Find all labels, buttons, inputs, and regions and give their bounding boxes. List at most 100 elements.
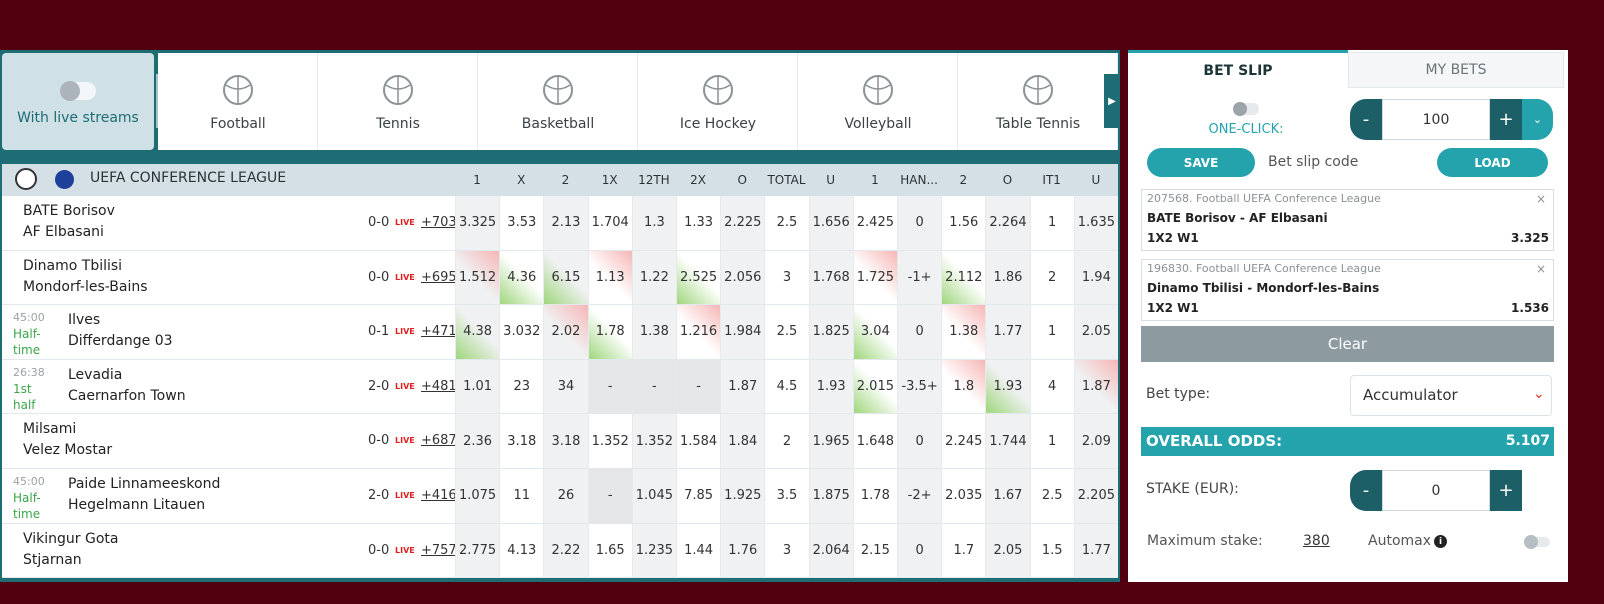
odds-cell[interactable]: 1.93 <box>985 359 1030 414</box>
more-markets[interactable]: +471 <box>421 324 457 340</box>
odds-cell[interactable]: 2 <box>764 414 809 468</box>
more-markets[interactable]: +687 <box>421 433 457 449</box>
odds-cell[interactable]: 1.38 <box>631 305 676 359</box>
more-markets[interactable]: +481 <box>421 378 457 394</box>
save-button[interactable]: SAVE <box>1147 148 1255 177</box>
odds-cell[interactable]: 1.93 <box>808 359 853 414</box>
odds-cell[interactable]: 2.056 <box>720 250 765 305</box>
odds-cell[interactable]: 0 <box>897 196 942 250</box>
odds-cell[interactable]: -1+ <box>897 250 942 305</box>
sport-tab[interactable] <box>158 53 318 150</box>
odds-cell[interactable]: 1.875 <box>808 469 853 523</box>
more-markets[interactable]: +757 <box>421 542 457 558</box>
odds-cell[interactable]: 1.512 <box>455 250 500 305</box>
odds-cell[interactable]: 1.648 <box>852 414 897 468</box>
odds-cell[interactable]: 0 <box>897 414 942 468</box>
odds-cell[interactable]: 1.825 <box>808 305 853 359</box>
tab-active[interactable]: BET SLIP <box>1128 50 1348 88</box>
odds-cell[interactable]: 2.05 <box>985 523 1030 578</box>
odds-cell[interactable]: 1.78 <box>852 469 897 523</box>
sport-tab[interactable] <box>638 53 798 150</box>
odds-cell[interactable]: 2.245 <box>941 414 986 468</box>
odds-cell[interactable]: 1.94 <box>1073 250 1118 305</box>
odds-cell[interactable]: 1.76 <box>720 523 765 578</box>
odds-cell[interactable]: 1.352 <box>631 414 676 468</box>
odds-cell[interactable]: 1.65 <box>587 523 632 578</box>
odds-cell[interactable]: - <box>587 359 632 414</box>
odds-cell[interactable]: 2.525 <box>676 250 721 305</box>
odds-cell[interactable]: 3.5 <box>764 469 809 523</box>
odds-cell[interactable]: 2.02 <box>543 305 588 359</box>
odds-cell[interactable]: 1.87 <box>1073 359 1118 414</box>
odds-cell[interactable]: 1.768 <box>808 250 853 305</box>
sport-tab[interactable] <box>478 53 638 150</box>
max-stake[interactable]: 380 <box>1303 533 1330 549</box>
stake-dropdown[interactable]: ⌄ <box>1522 99 1553 140</box>
odds-cell[interactable]: 4.38 <box>455 305 500 359</box>
odds-cell[interactable]: 3.325 <box>455 196 500 250</box>
minus-button[interactable]: - <box>1350 470 1382 511</box>
odds-cell[interactable]: 2.36 <box>455 414 500 468</box>
odds-cell[interactable]: 1.13 <box>587 250 632 305</box>
odds-cell[interactable]: 2.5 <box>764 305 809 359</box>
odds-cell[interactable]: 3.53 <box>499 196 544 250</box>
odds-cell[interactable]: 2.15 <box>852 523 897 578</box>
odds-cell[interactable]: 1.77 <box>985 305 1030 359</box>
odds-cell[interactable]: 1.44 <box>676 523 721 578</box>
odds-cell[interactable]: 6.15 <box>543 250 588 305</box>
minus-button[interactable]: - <box>1350 99 1382 140</box>
more-markets[interactable]: +703 <box>421 215 457 230</box>
bet-remove[interactable]: × <box>1536 192 1547 206</box>
odds-cell[interactable]: 34 <box>543 359 588 414</box>
odds-cell[interactable]: 1 <box>1029 196 1074 250</box>
odds-cell[interactable]: 1.584 <box>676 414 721 468</box>
code-input[interactable]: Bet slip code <box>1268 154 1359 170</box>
odds-cell[interactable]: 1.925 <box>720 469 765 523</box>
odds-cell[interactable]: 1.656 <box>808 196 853 250</box>
odds-cell[interactable]: 1.704 <box>587 196 632 250</box>
odds-cell[interactable]: 2.13 <box>543 196 588 250</box>
odds-cell[interactable]: 2.425 <box>852 196 897 250</box>
odds-cell[interactable]: 2 <box>1029 250 1074 305</box>
odds-cell[interactable]: 1.984 <box>720 305 765 359</box>
odds-cell[interactable]: 0 <box>897 523 942 578</box>
odds-cell[interactable]: 1.235 <box>631 523 676 578</box>
odds-cell[interactable]: -3.5+ <box>897 359 942 414</box>
clear-button[interactable]: Clear <box>1141 326 1554 362</box>
odds-cell[interactable]: 1.635 <box>1073 196 1118 250</box>
plus-button[interactable]: + <box>1490 470 1522 511</box>
more-markets[interactable]: +416 <box>421 488 457 503</box>
odds-cell[interactable]: 4 <box>1029 359 1074 414</box>
sport-tab[interactable] <box>958 53 1118 150</box>
odds-cell[interactable]: - <box>676 359 721 414</box>
odds-cell[interactable]: 1.965 <box>808 414 853 468</box>
odds-cell[interactable]: 1.045 <box>631 469 676 523</box>
odds-cell[interactable]: 4.36 <box>499 250 544 305</box>
bet-type-select[interactable]: Accumulator <box>1350 375 1552 416</box>
odds-cell[interactable]: 1.8 <box>941 359 986 414</box>
odds-cell[interactable]: 2.225 <box>720 196 765 250</box>
load-button[interactable]: LOAD <box>1437 148 1548 177</box>
odds-cell[interactable]: 3.18 <box>499 414 544 468</box>
odds-cell[interactable]: 23 <box>499 359 544 414</box>
odds-cell[interactable]: 2.064 <box>808 523 853 578</box>
odds-cell[interactable]: 3.18 <box>543 414 588 468</box>
odds-cell[interactable]: 3.032 <box>499 305 544 359</box>
odds-cell[interactable]: - <box>631 359 676 414</box>
odds-cell[interactable]: 2.112 <box>941 250 986 305</box>
odds-cell[interactable]: 1.33 <box>676 196 721 250</box>
odds-cell[interactable]: 1.7 <box>941 523 986 578</box>
odds-cell[interactable]: - <box>587 469 632 523</box>
odds-cell[interactable]: -2+ <box>897 469 942 523</box>
odds-cell[interactable]: 11 <box>499 469 544 523</box>
odds-cell[interactable]: 2.205 <box>1073 469 1118 523</box>
odds-cell[interactable]: 1.86 <box>985 250 1030 305</box>
odds-cell[interactable]: 3 <box>764 523 809 578</box>
sport-tab[interactable] <box>318 53 478 150</box>
odds-cell[interactable]: 4.13 <box>499 523 544 578</box>
odds-cell[interactable]: 4.5 <box>764 359 809 414</box>
odds-cell[interactable]: 0 <box>897 305 942 359</box>
live-filter[interactable] <box>2 53 154 150</box>
odds-cell[interactable]: 1.075 <box>455 469 500 523</box>
odds-cell[interactable]: 2.035 <box>941 469 986 523</box>
